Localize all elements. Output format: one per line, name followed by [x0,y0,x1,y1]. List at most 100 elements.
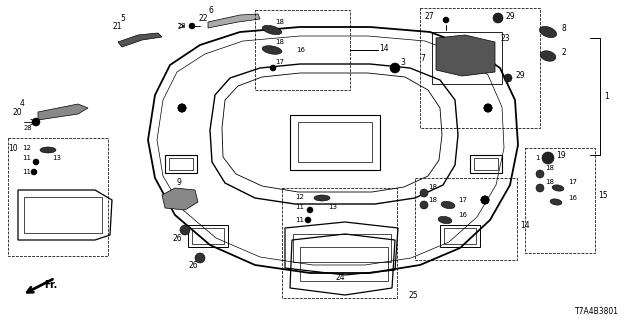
Text: 11: 11 [22,155,31,161]
Circle shape [307,207,313,213]
Ellipse shape [540,26,557,38]
Circle shape [504,74,512,82]
Text: 2: 2 [562,47,567,57]
Circle shape [180,196,188,204]
Text: 17: 17 [275,59,284,65]
Text: 27: 27 [424,12,434,20]
Text: 16: 16 [458,212,467,218]
Text: 11: 11 [22,169,31,175]
Circle shape [390,63,400,73]
Circle shape [305,217,311,223]
Circle shape [493,13,503,23]
Text: 26: 26 [188,260,198,269]
Text: 13: 13 [328,204,337,210]
Ellipse shape [550,199,562,205]
Circle shape [33,159,39,165]
Circle shape [178,104,186,112]
Text: 11: 11 [295,217,304,223]
Circle shape [420,189,428,197]
Text: 9: 9 [176,178,181,187]
Text: 7: 7 [420,53,425,62]
Text: 8: 8 [562,23,567,33]
Text: 1: 1 [535,155,540,161]
Text: 21: 21 [112,21,122,30]
Bar [290,115,380,170]
Ellipse shape [314,195,330,201]
Text: 11: 11 [295,204,304,210]
Bar [24,197,102,233]
Text: 15: 15 [598,190,607,199]
Ellipse shape [441,201,455,209]
Text: 14: 14 [379,44,388,52]
Text: 4: 4 [20,99,25,108]
Bar [300,247,388,281]
Bar [282,188,397,298]
Text: 3: 3 [400,58,405,67]
Text: 18: 18 [428,197,437,203]
Ellipse shape [40,147,56,153]
Text: 18: 18 [275,39,284,45]
Text: 28: 28 [178,23,186,29]
Polygon shape [436,35,495,76]
Text: 18: 18 [545,179,554,185]
Circle shape [32,118,40,126]
Text: 24: 24 [335,274,344,283]
Polygon shape [208,14,260,28]
Bar [525,148,595,253]
Circle shape [31,169,37,175]
Text: 14: 14 [520,220,530,229]
Bar [444,228,476,244]
Ellipse shape [262,46,282,54]
Text: 23: 23 [500,34,509,43]
Text: 25: 25 [408,291,418,300]
Bar [420,8,540,128]
Text: 5: 5 [120,13,125,22]
Text: 20: 20 [12,108,22,116]
Bar [8,138,108,256]
Text: 10: 10 [8,143,18,153]
Text: 29: 29 [515,70,525,79]
Circle shape [536,170,544,178]
Text: 16: 16 [296,47,305,53]
Text: Fr.: Fr. [44,280,57,290]
Bar [298,122,372,162]
Text: 26: 26 [172,234,182,243]
Ellipse shape [540,51,556,61]
Text: 6: 6 [208,5,213,14]
Circle shape [536,184,544,192]
Bar [188,225,228,247]
Text: 28: 28 [24,125,33,131]
Circle shape [443,17,449,23]
Ellipse shape [262,25,282,35]
Ellipse shape [438,216,452,224]
Circle shape [481,196,489,204]
Circle shape [270,65,276,71]
Text: 18: 18 [545,165,554,171]
Circle shape [542,152,554,164]
Bar [432,32,502,84]
Polygon shape [118,33,162,47]
Circle shape [484,104,492,112]
Text: 17: 17 [568,179,577,185]
Circle shape [484,104,492,112]
Bar [169,158,193,170]
Ellipse shape [552,185,564,191]
Text: 12: 12 [295,194,304,200]
Bar [293,234,391,262]
Text: 22: 22 [198,13,207,22]
Circle shape [189,23,195,29]
Bar [440,225,480,247]
Text: 18: 18 [275,19,284,25]
Circle shape [178,104,186,112]
Polygon shape [162,188,198,210]
Text: 12: 12 [22,145,31,151]
Text: 18: 18 [428,184,437,190]
Text: T7A4B3801: T7A4B3801 [575,308,619,316]
Bar [470,155,502,173]
Polygon shape [38,104,88,120]
Bar [474,158,498,170]
Bar [255,10,350,90]
Circle shape [180,225,190,235]
Bar [415,178,517,260]
Bar [165,155,197,173]
